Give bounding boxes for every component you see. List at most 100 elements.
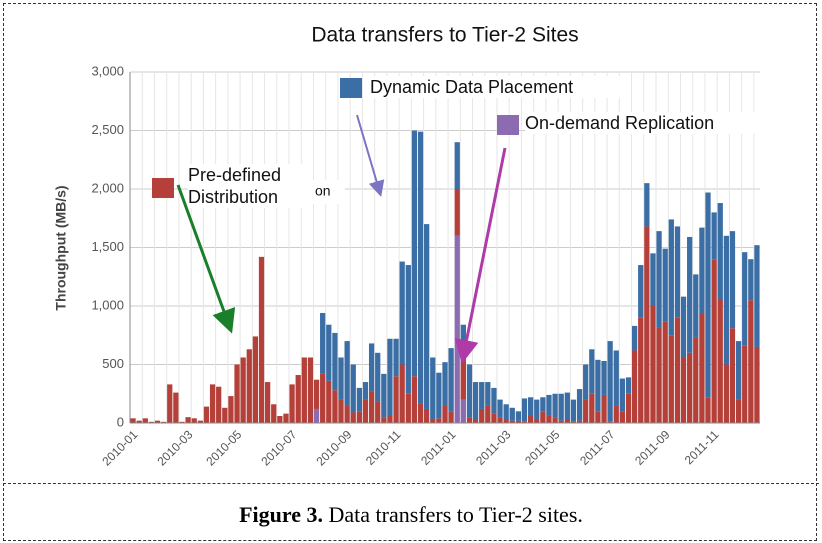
bar-segment [393,376,399,423]
y-tick-label: 0 [117,414,124,429]
bar-segment [546,415,552,423]
bars [130,130,760,423]
bar-segment [613,350,619,406]
bar-segment [326,324,332,381]
bar-segment [491,413,497,423]
bar-segment [424,408,430,423]
bar-segment [576,389,583,421]
bar-segment [705,192,711,398]
bar-segment [417,131,424,404]
bar-segment [687,352,693,423]
bar-segment [399,261,405,365]
legend-label: Dynamic Data Placement [370,76,620,98]
bar-segment [454,189,460,236]
bar-segment [197,420,203,423]
bar-segment [356,387,362,412]
bar-segment [674,226,681,318]
bar-segment [674,317,681,423]
y-tick-label: 2,500 [91,122,124,137]
bar-segment [228,396,234,423]
bar-segment [699,227,705,314]
bar-segment [589,349,595,394]
bar-segment [748,259,754,301]
bar-segment [570,399,577,422]
bar-segment [350,364,356,413]
bar-segment [528,415,534,423]
bar-segment [375,401,381,423]
bar-segment [540,397,546,412]
bar-segment [326,380,332,423]
bar-segment [656,231,662,328]
bar-segment [234,364,240,423]
y-tick-label: 500 [102,356,124,371]
bar-segment [344,405,350,423]
bar-segment [509,407,515,421]
caption-text: Data transfers to Tier-2 sites. [328,502,583,527]
bar-segment [680,296,687,358]
bar-segment [723,235,729,365]
x-tick-label: 2011-11 [682,427,722,467]
bar-segment [583,399,589,423]
bar-segment [258,256,265,423]
bar-segment [662,321,668,423]
bar-segment [521,421,528,423]
x-tick-label: 2011-05 [522,427,563,468]
bar-segment [368,391,375,423]
bar-segment [399,364,405,423]
bar-segment [332,332,338,391]
bar-segment [650,306,656,423]
bar-segment [540,411,546,423]
bar-segment [381,373,387,418]
bar-segment [595,411,601,423]
x-tick-label: 2011-01 [418,427,459,468]
bar-segment [717,203,723,299]
bar-segment [368,343,375,392]
bar-segment [393,338,399,377]
bar-segment [460,399,466,423]
bar-segment [466,417,473,423]
bar-segment [466,364,473,418]
legend-swatch [152,178,174,198]
bar-segment [570,421,577,423]
bar-segment [528,397,534,416]
bar-segment [295,375,301,423]
x-tick-label: 2010-11 [363,427,404,468]
bar-segment [454,142,460,189]
bar-segment [472,382,479,420]
bar-segment [503,404,509,420]
bar-segment [735,341,742,400]
bar-segment [534,419,540,423]
bar-segment [748,300,754,423]
bar-segment [479,408,485,423]
caption-label: Figure 3. [239,502,324,527]
bar-segment [625,393,632,423]
y-axis-label: Throughput (MB/s) [53,185,69,310]
bar-segment [472,419,479,423]
figure-frame [3,3,817,541]
bar-segment [638,265,644,318]
bar-segment [619,411,626,423]
legend-label: On-demand Replication [525,112,765,134]
bar-segment [430,357,436,420]
bar-segment [460,352,466,400]
bar-segment [485,405,491,423]
bar-segment [699,313,705,423]
bar-segment [558,420,564,423]
bar-segment [509,420,515,423]
bar-segment [203,406,210,423]
bar-segment [277,415,283,423]
x-tick-label: 2010-05 [203,427,244,468]
x-tick-label: 2011-09 [632,427,673,468]
bar-segment [601,360,607,395]
bar-segment [387,338,393,416]
bar-segment [338,399,344,423]
chart: Data transfers to Tier-2 Sites Throughpu… [53,24,760,469]
bar-segment [405,393,411,423]
bar-segment [320,373,326,423]
bar-segment [693,274,699,338]
bar-segment [497,399,503,418]
y-tick-label: 1,000 [91,297,124,312]
bar-segment [136,420,142,423]
bar-segment [332,390,338,423]
bar-segment [424,224,430,409]
